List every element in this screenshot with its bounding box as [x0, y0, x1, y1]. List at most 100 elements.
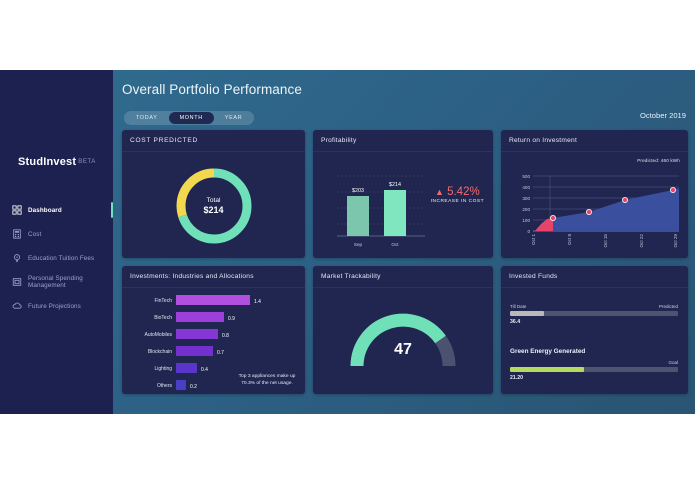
range-option-today[interactable]: TODAY — [136, 115, 158, 121]
svg-text:Others: Others — [157, 383, 173, 389]
funds-bar-labels: Till Date Predicted — [510, 304, 678, 309]
card-title: COST PREDICTED — [130, 137, 198, 144]
roi-data-points — [550, 186, 676, 222]
svg-text:FinTech: FinTech — [154, 298, 172, 304]
sidebar-item-education-tuition-fees[interactable]: Education Tuition Fees — [0, 246, 113, 270]
card-grid: COST PREDICTED Total $214 — [122, 130, 688, 402]
profitability-bar-chart: $203 $214 Sep Oct — [337, 175, 425, 247]
logo-text: StudInvest — [18, 156, 77, 168]
divider — [501, 287, 688, 288]
card-investments: Investments: Industries and Allocations … — [122, 266, 305, 394]
cost-change-caption: INCREASE IN COST — [430, 199, 484, 204]
sidebar-item-label: Personal Spending Management — [28, 275, 83, 289]
gauge-value: 47 — [394, 341, 412, 358]
progress-track — [510, 367, 678, 372]
svg-text:100: 100 — [522, 218, 530, 223]
svg-text:Blockchain: Blockchain — [148, 349, 172, 355]
card-market-trackability: Market Trackability 47 — [313, 266, 493, 394]
progress-track — [510, 311, 678, 316]
date-label: October 2019 — [639, 111, 686, 120]
donut-chart: Total $214 — [122, 154, 305, 258]
svg-text:Lighting: Lighting — [154, 366, 172, 372]
range-option-month[interactable]: MONTH — [168, 112, 214, 124]
svg-text:Oct 1: Oct 1 — [531, 234, 536, 245]
sidebar-item-future-projections[interactable]: Future Projections — [0, 294, 113, 318]
sidebar-item-personal-spending-management[interactable]: Personal Spending Management — [0, 270, 113, 294]
funds-value: 36.4 — [510, 319, 521, 325]
divider — [501, 151, 688, 152]
time-range-toggle: TODAY MONTH YEAR — [124, 111, 255, 125]
card-row-top: COST PREDICTED Total $214 — [122, 130, 688, 258]
triangle-up-icon: ▲ — [434, 187, 444, 197]
bar-value-sep: $203 — [352, 188, 364, 194]
cost-change-indicator: ▲ 5.42% INCREASE IN COST — [431, 186, 484, 204]
lightbulb-icon — [11, 253, 22, 264]
svg-text:BioTech: BioTech — [154, 315, 172, 321]
hbar-blockchain: Blockchain 0.7 — [148, 346, 224, 356]
donut-center-value: $214 — [203, 205, 224, 215]
donut-center-label: Total $214 — [122, 154, 305, 258]
sidebar-item-label: Cost — [28, 230, 42, 238]
svg-text:0.9: 0.9 — [228, 316, 235, 322]
svg-text:Oct 22: Oct 22 — [639, 234, 644, 248]
card-title: Market Trackability — [321, 273, 381, 280]
svg-text:AutoMobiles: AutoMobiles — [144, 332, 172, 338]
presentation-icon — [11, 277, 22, 288]
investments-bar-chart: FinTech 1.4 BioTech 0.9 AutoMobiles — [144, 295, 261, 390]
progress-fill — [510, 367, 584, 372]
svg-text:0.4: 0.4 — [201, 367, 208, 373]
card-row-bottom: Investments: Industries and Allocations … — [122, 266, 688, 394]
main-content: Overall Portfolio Performance TODAY MONT… — [113, 70, 695, 414]
hbar-fintech: FinTech 1.4 — [154, 295, 261, 305]
sidebar-item-label: Dashboard — [28, 206, 62, 214]
funds-progress-green-energy: Green Energy Generated Goal 21.20 — [510, 348, 678, 381]
funds-right-label: Predicted — [658, 304, 678, 309]
hbar-biotech: BioTech 0.9 — [154, 312, 235, 322]
progress-fill — [510, 311, 545, 316]
svg-text:0.7: 0.7 — [217, 350, 224, 356]
svg-text:400: 400 — [522, 185, 530, 190]
svg-text:500: 500 — [522, 174, 530, 179]
page-title: Overall Portfolio Performance — [122, 82, 302, 97]
bar-category-oct: Oct — [391, 242, 399, 247]
cost-change-value: ▲ 5.42% — [434, 186, 480, 198]
app-logo: StudInvest BETA — [18, 156, 96, 168]
funds-value: 21.20 — [510, 375, 523, 381]
divider — [313, 151, 493, 152]
svg-text:1.4: 1.4 — [254, 299, 261, 305]
cloud-icon — [11, 301, 22, 312]
svg-text:0: 0 — [527, 229, 530, 234]
divider — [313, 287, 493, 288]
card-title: Profitability — [321, 137, 357, 144]
roi-y-axis: 500 400 300 200 100 0 — [522, 174, 530, 234]
divider — [122, 151, 305, 152]
sidebar-item-cost[interactable]: Cost — [0, 222, 113, 246]
donut-center-title: Total — [206, 197, 221, 204]
logo-beta-badge: BETA — [78, 159, 96, 166]
svg-text:0.8: 0.8 — [222, 333, 229, 339]
svg-text:0.2: 0.2 — [190, 384, 197, 390]
range-option-year[interactable]: YEAR — [224, 115, 243, 121]
card-return-on-investment: Return on Investment Predicted: 460 kWh — [501, 130, 688, 258]
investments-note: Top 3 appliances make up 70.3% of the ne… — [238, 373, 296, 386]
sidebar-item-dashboard[interactable]: Dashboard — [0, 198, 113, 222]
card-title: Invested Funds — [509, 273, 558, 280]
hbar-others: Others 0.2 — [157, 380, 197, 390]
calculator-icon — [11, 229, 22, 240]
card-profitability: Profitability $203 $214 Sep — [313, 130, 493, 258]
funds-section-title: Green Energy Generated — [510, 348, 586, 355]
grid-icon — [11, 205, 22, 216]
bar-category-sep: Sep — [354, 242, 363, 247]
funds-left-label: Till Date — [510, 304, 527, 309]
hbar-lighting: Lighting 0.4 — [154, 363, 208, 373]
funds-right-label: Goal — [668, 360, 678, 365]
card-invested-funds: Invested Funds Till Date Predicted 36.4 — [501, 266, 688, 394]
divider — [122, 287, 305, 288]
svg-text:Oct 29: Oct 29 — [673, 234, 678, 248]
gauge-chart — [350, 313, 456, 367]
bar-value-oct: $214 — [389, 182, 401, 188]
sidebar: StudInvest BETA Dashboard Cost — [0, 70, 113, 414]
card-title: Return on Investment — [509, 137, 578, 144]
roi-area-chart: 500 400 300 200 100 0 Oct 1 Oct 8 Oct 15 — [522, 174, 679, 248]
